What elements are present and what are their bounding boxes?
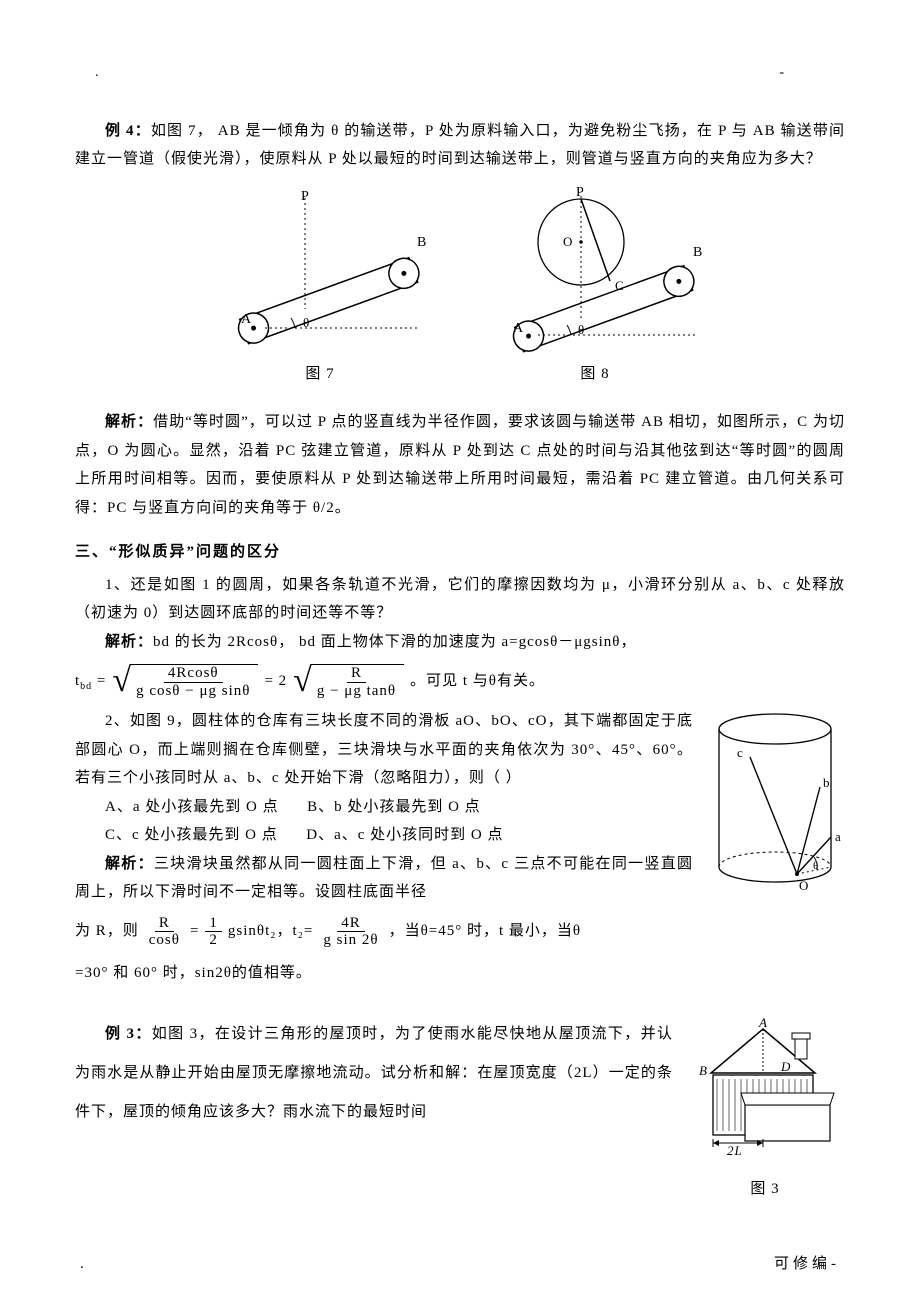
q1-analysis-label: 解析： [105, 634, 153, 650]
q2-frac1: R cosθ [145, 915, 184, 949]
q1-sqrt1-num: 4Rcosθ [164, 665, 223, 683]
q2-frac2-den: g sin 2θ [319, 932, 382, 949]
q2-formula-line: 为 R，则 R cosθ = 1 2 gsinθt₂，t₂= 4R g sin … [75, 915, 845, 949]
fig8-P: P [576, 186, 585, 200]
q2-formula-tail: ，当θ=45° 时，t 最小，当θ [389, 917, 582, 946]
figure-8-svg: P O C A B θ [475, 186, 715, 356]
q2-frac1-den: cosθ [145, 932, 184, 949]
figure-3-caption: 图 3 [685, 1175, 845, 1204]
fig9-theta: θ [813, 860, 819, 872]
q1-sqrt1-den: g cosθ − μg sinθ [132, 683, 254, 700]
q2-mid: gsinθt₂，t₂= [228, 917, 313, 946]
q1-sqrt2: √ R g − μg tanθ [293, 664, 404, 699]
figure-9: a b c O θ [705, 707, 845, 908]
fig8-A: A [513, 321, 524, 336]
figure-7-svg: P A B θ [205, 186, 435, 356]
example4-analysis-label: 解析： [105, 414, 153, 430]
footer-right: 可修编- [774, 1250, 840, 1279]
q2-frac-half: 1 2 [205, 915, 222, 949]
figure-3-svg: A B D 2L [685, 1015, 845, 1160]
figure-7-caption: 图 7 [305, 360, 334, 389]
figures-row-7-8: P A B θ 图 7 P [75, 186, 845, 389]
fig3-B: B [699, 1063, 708, 1078]
fig8-O: O [563, 234, 573, 249]
fig7-A: A [241, 312, 252, 327]
example4-analysis-text: 借助“等时圆”，可以过 P 点的竖直线为半径作圆，要求该圆与输送带 AB 相切，… [75, 414, 845, 516]
q1-lhs: tbd = [75, 667, 106, 696]
q1-formula: tbd = √ 4Rcosθ g cosθ − μg sinθ = 2 √ R … [75, 664, 845, 699]
fig8-C: C [615, 278, 625, 293]
example3-text: 如图 3，在设计三角形的屋顶时，为了使雨水能尽快地从屋顶流下，并认为雨水是从静止… [75, 1026, 673, 1120]
q1-sqrt1: √ 4Rcosθ g cosθ − μg sinθ [112, 664, 258, 699]
q1-lhs-sub: bd [80, 681, 92, 692]
fig3-D: D [780, 1059, 791, 1074]
figure-8-caption: 图 8 [580, 360, 609, 389]
footer-left: . [80, 1250, 85, 1279]
top-left-dot: . [95, 60, 100, 87]
q1-sqrt2-num: R [347, 665, 366, 683]
top-right-dash: - [779, 60, 785, 87]
figure-7: P A B θ 图 7 [205, 186, 435, 389]
fig8-theta: θ [578, 322, 585, 337]
q1-analysis-text: bd 的长为 2Rcosθ， bd 面上物体下滑的加速度为 a=gcosθ－μg… [153, 634, 636, 650]
example4-label: 例 4： [105, 123, 151, 139]
fig9-c: c [737, 745, 744, 760]
q2-eq: = [190, 917, 199, 946]
q1-sqrt2-den: g − μg tanθ [313, 683, 400, 700]
fig3-A: A [758, 1015, 768, 1030]
figure-8: P O C A B θ 图 8 [475, 186, 715, 389]
fig9-b: b [823, 775, 831, 790]
example3-block: A B D 2L 图 3 例 3：如图 3，在设计三角形的屋顶时，为了使雨水能尽… [75, 1015, 845, 1203]
figure-9-svg: a b c O θ [705, 707, 845, 897]
fig7-theta: θ [303, 315, 310, 330]
q2-line3: =30° 和 60° 时，sin2θ的值相等。 [75, 959, 845, 988]
section3-title: 三、“形似质异”问题的区分 [75, 538, 845, 567]
q2-opt-A: A、a 处小孩最先到 O 点 [105, 799, 279, 815]
q2-frac1-num: R [155, 915, 174, 933]
fig8-B: B [693, 245, 703, 260]
example4-analysis: 解析：借助“等时圆”，可以过 P 点的竖直线为半径作圆，要求该圆与输送带 AB … [75, 408, 845, 522]
fig9-O: O [799, 878, 809, 893]
q1-formula-tail: 。可见 t 与θ有关。 [410, 667, 545, 696]
q2-frac2-num: 4R [337, 915, 365, 933]
q2-opt-C: C、c 处小孩最先到 O 点 [105, 827, 278, 843]
q1-eq2: = 2 [264, 667, 287, 696]
example4-para: 例 4：如图 7， AB 是一倾角为 θ 的输送带，P 处为原料输入口，为避免粉… [75, 117, 845, 174]
fig7-B: B [417, 235, 427, 250]
fig3-2L: 2L [727, 1143, 743, 1158]
q2-formula-prefix: 为 R，则 [75, 917, 139, 946]
q2-block: a b c O θ 2、如图 9，圆柱体的仓库有三块长度不同的滑板 aO、bO、… [75, 707, 845, 987]
example4-text: 如图 7， AB 是一倾角为 θ 的输送带，P 处为原料输入口，为避免粉尘飞扬，… [75, 123, 845, 168]
figure-3: A B D 2L 图 3 [685, 1015, 845, 1203]
q2-opt-B: B、b 处小孩最先到 O 点 [307, 799, 481, 815]
q2-frac2: 4R g sin 2θ [319, 915, 382, 949]
example3-label: 例 3： [105, 1026, 152, 1042]
fig7-P: P [301, 189, 310, 204]
q2-analysis-label: 解析： [105, 856, 154, 872]
fig9-a: a [835, 829, 842, 844]
top-marks: . - [75, 60, 845, 87]
section3-q1-analysis: 解析：bd 的长为 2Rcosθ， bd 面上物体下滑的加速度为 a=gcosθ… [75, 628, 845, 657]
section3-q1: 1、还是如图 1 的圆周，如果各条轨道不光滑，它们的摩擦因数均为 μ，小滑环分别… [75, 571, 845, 628]
q2-opt-D: D、a、c 处小孩同时到 O 点 [306, 827, 503, 843]
q2-analysis1: 三块滑块虽然都从同一圆柱面上下滑，但 a、b、c 三点不可能在同一竖直圆周上，所… [75, 856, 693, 901]
